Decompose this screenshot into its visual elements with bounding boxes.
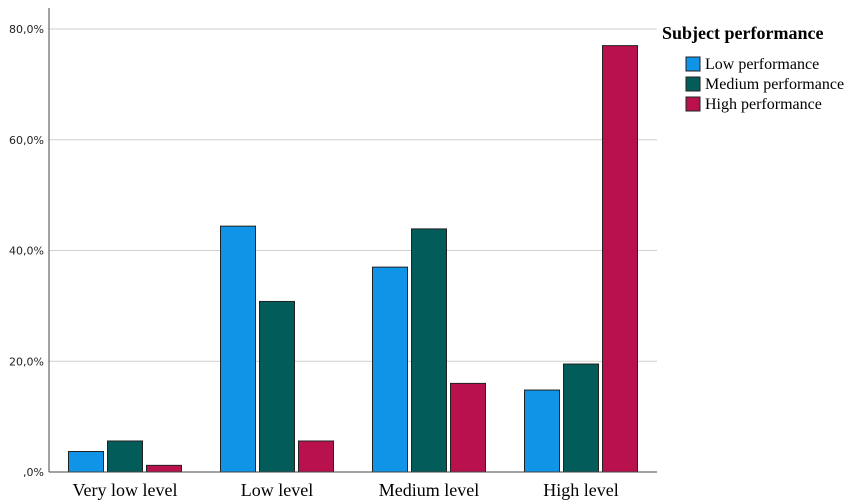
bar-medium-performance-3 [563,363,599,473]
legend: Subject performance Low performance Mediu… [662,23,844,113]
legend-swatch [685,56,701,72]
legend-swatch [685,96,701,112]
bar-low-performance-1 [220,225,256,473]
x-category-label: Medium level [379,480,479,500]
legend-items: Low performance Medium performance High pe… [685,56,844,113]
x-category-label: High level [543,480,618,500]
y-axis-tick-labels: ,0% 20,0% 40,0% 60,0% 80,0% [9,23,44,479]
x-axis-tick-labels: Very low level Low level Medium level High … [73,480,619,500]
y-tick-label: 40,0% [9,245,44,258]
x-category-label: Low level [241,480,313,500]
gridlines [49,28,657,362]
legend-label: High performance [705,96,822,113]
bar-low-performance-0 [68,451,104,473]
legend-label: Low performance [705,56,819,73]
legend-title: Subject performance [662,23,823,43]
bar-high-performance-2 [450,382,486,473]
legend-swatch [685,76,701,92]
x-category-label: Very low level [73,480,178,500]
bar-low-performance-3 [524,389,560,473]
bars [68,45,638,473]
bar-medium-performance-2 [411,228,447,473]
y-tick-label: 80,0% [9,23,44,36]
bar-low-performance-2 [372,266,408,473]
bar-high-performance-1 [298,440,334,473]
y-tick-label: ,0% [23,466,44,479]
y-tick-label: 20,0% [9,355,44,368]
bar-high-performance-3 [602,45,638,473]
bar-medium-performance-1 [259,300,295,473]
bar-high-performance-0 [146,464,182,473]
bar-medium-performance-0 [107,440,143,473]
legend-label: Medium performance [705,76,844,93]
y-tick-label: 60,0% [9,134,44,147]
